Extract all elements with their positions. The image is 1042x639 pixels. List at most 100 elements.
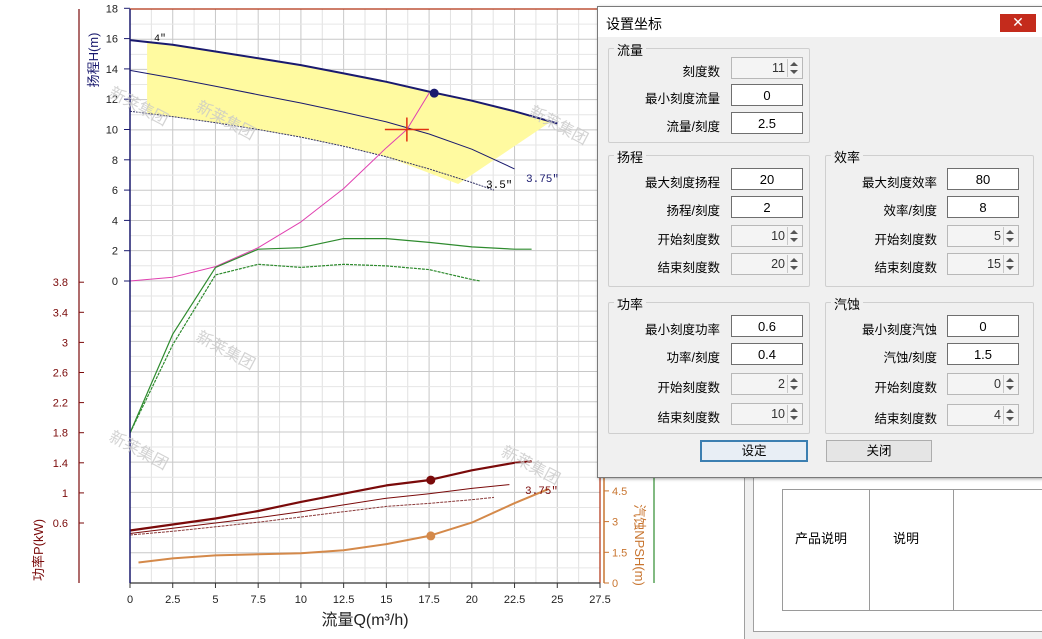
head-axis-label: 扬程H(m) (86, 33, 101, 88)
head-per-tick-input[interactable]: 2 (731, 196, 803, 218)
curve-series-7 (129, 484, 510, 534)
spin-up-icon[interactable] (1006, 409, 1014, 413)
efficiency-per-tick-input[interactable]: 8 (947, 196, 1019, 218)
npsh-group: 汽蚀 最小刻度汽蚀 0 汽蚀/刻度 1.5 开始刻度数 0 结束刻度数 4 (825, 294, 1034, 434)
operating-point (429, 88, 439, 98)
head-group: 扬程 最大刻度扬程 20 扬程/刻度 2 开始刻度数 10 结束刻度数 20 (608, 147, 810, 287)
npsh-start-tick-label: 开始刻度数 (874, 381, 937, 395)
operating-point (426, 531, 436, 541)
flow-tick-label: 15 (380, 594, 392, 606)
product-panel-inner: 产品说明 说明 (753, 476, 1042, 632)
power-tick-label: 3.4 (53, 307, 68, 319)
power-end-tick-spinner[interactable]: 10 (731, 403, 803, 425)
power-start-tick-spinner[interactable]: 2 (731, 373, 803, 395)
flow-min-input[interactable]: 0 (731, 84, 803, 106)
description-header: 说明 (893, 531, 920, 546)
spinner-arrows[interactable] (787, 405, 801, 423)
spin-down-icon[interactable] (790, 386, 798, 390)
head-per-tick-label: 扬程/刻度 (666, 204, 720, 218)
head-end-tick-label: 结束刻度数 (657, 261, 720, 275)
power-per-tick-input[interactable]: 0.4 (731, 343, 803, 365)
table-separator (869, 490, 870, 610)
flow-per-tick-input[interactable]: 2.5 (731, 112, 803, 134)
npsh-group-title: 汽蚀 (831, 294, 864, 313)
spinner-arrows[interactable] (1003, 255, 1017, 273)
efficiency-end-tick-spinner[interactable]: 15 (947, 253, 1019, 275)
head-end-tick-spinner[interactable]: 20 (731, 253, 803, 275)
spin-down-icon[interactable] (1006, 266, 1014, 270)
spinner-value: 20 (771, 257, 785, 271)
spinner-arrows[interactable] (787, 227, 801, 245)
efficiency-start-tick-spinner[interactable]: 5 (947, 225, 1019, 247)
spin-up-icon[interactable] (790, 378, 798, 382)
spin-up-icon[interactable] (1006, 258, 1014, 262)
flow-tick-label: 17.5 (418, 594, 439, 606)
spin-up-icon[interactable] (790, 62, 798, 66)
spin-up-icon[interactable] (790, 408, 798, 412)
npsh-min-input[interactable]: 0 (947, 315, 1019, 337)
curve-series-3 (129, 92, 430, 282)
power-tick-label: 3 (62, 337, 68, 349)
power-tick-label: 2.2 (53, 398, 68, 410)
spin-down-icon[interactable] (790, 266, 798, 270)
spin-up-icon[interactable] (1006, 230, 1014, 234)
spinner-arrows[interactable] (787, 375, 801, 393)
spin-down-icon[interactable] (790, 416, 798, 420)
curve-series-8 (129, 496, 495, 536)
curve-series-4 (129, 238, 532, 434)
power-min-input[interactable]: 0.6 (731, 315, 803, 337)
operating-point (426, 475, 436, 485)
spin-down-icon[interactable] (790, 70, 798, 74)
spin-down-icon[interactable] (1006, 238, 1014, 242)
npsh-per-tick-input[interactable]: 1.5 (947, 343, 1019, 365)
spin-down-icon[interactable] (1006, 386, 1014, 390)
flow-tick-label: 27.5 (589, 594, 610, 606)
power-end-tick-label: 结束刻度数 (657, 411, 720, 425)
power-axis-label: 功率P(kW) (31, 519, 46, 581)
spinner-arrows[interactable] (787, 59, 801, 77)
head-group-title: 扬程 (614, 147, 647, 166)
spinner-arrows[interactable] (1003, 227, 1017, 245)
close-button[interactable]: 关闭 (826, 440, 932, 462)
curve-series-5 (129, 263, 481, 434)
head-tick-label: 14 (106, 64, 118, 76)
npsh-end-tick-spinner[interactable]: 4 (947, 404, 1019, 426)
set-button[interactable]: 设定 (700, 440, 808, 462)
close-icon[interactable]: ✕ (1000, 14, 1036, 32)
flow-tick-count-spinner[interactable]: 11 (731, 57, 803, 79)
spinner-arrows[interactable] (1003, 406, 1017, 424)
flow-group: 流量 刻度数 11 最小刻度流量 0 流量/刻度 2.5 (608, 40, 810, 143)
product-table: 产品说明 说明 (782, 489, 1042, 611)
spin-down-icon[interactable] (790, 238, 798, 242)
npsh-tick-label: 4.5 (612, 486, 627, 498)
npsh-end-tick-label: 结束刻度数 (874, 412, 937, 426)
flow-axis-label: 流量Q(m³/h) (321, 611, 408, 629)
npsh-tick-label: 3 (612, 517, 618, 529)
flow-per-tick-label: 流量/刻度 (666, 120, 720, 134)
efficiency-max-input[interactable]: 80 (947, 168, 1019, 190)
spinner-value: 0 (994, 377, 1001, 391)
table-separator (953, 490, 954, 610)
dialog-titlebar[interactable]: 设置坐标 ✕ (598, 7, 1042, 37)
npsh-tick-label: 0 (612, 578, 618, 590)
spin-up-icon[interactable] (1006, 378, 1014, 382)
curve-series-0 (129, 39, 558, 125)
spinner-arrows[interactable] (1003, 375, 1017, 393)
power-tick-label: 2.6 (53, 368, 68, 380)
power-tick-label: 1 (62, 488, 68, 500)
head-tick-label: 4 (112, 215, 118, 227)
spinner-arrows[interactable] (787, 255, 801, 273)
head-max-input[interactable]: 20 (731, 168, 803, 190)
head-start-tick-spinner[interactable]: 10 (731, 225, 803, 247)
curve-series-2 (129, 110, 495, 191)
spin-down-icon[interactable] (1006, 417, 1014, 421)
head-tick-label: 0 (112, 276, 118, 288)
npsh-axis-label: 汽蚀NPSH(m) (632, 504, 647, 586)
spin-up-icon[interactable] (790, 230, 798, 234)
npsh-per-tick-label: 汽蚀/刻度 (883, 351, 937, 365)
npsh-start-tick-spinner[interactable]: 0 (947, 373, 1019, 395)
head-tick-label: 6 (112, 185, 118, 197)
spin-up-icon[interactable] (790, 258, 798, 262)
head-tick-label: 10 (106, 125, 118, 137)
head-tick-label: 2 (112, 246, 118, 258)
